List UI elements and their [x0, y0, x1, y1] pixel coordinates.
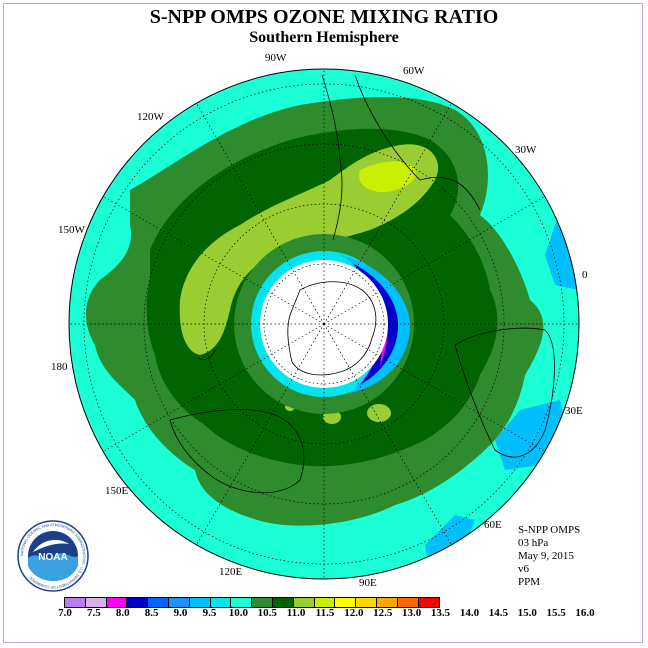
colorbar-tick-label: 14.0 — [459, 607, 480, 619]
colorbar-tick-label: 11.0 — [286, 607, 306, 619]
info-block: S-NPP OMPS 03 hPa May 9, 2015 v6 PPM — [518, 524, 580, 589]
lon-label-120w: 120W — [137, 111, 165, 123]
ozone-band-12.5-13 — [359, 161, 416, 193]
lon-label-30e: 30E — [565, 405, 583, 417]
lon-label-30w: 30W — [515, 144, 537, 156]
colorbar-swatch — [293, 598, 315, 607]
ozone-spot — [367, 404, 391, 422]
colorbar-tick-label: 9.5 — [202, 607, 217, 619]
antarctica-coastline — [287, 281, 377, 376]
colorbar-tick-label: 8.5 — [144, 607, 159, 619]
page-title: S-NPP OMPS OZONE MIXING RATIO — [149, 6, 499, 28]
info-date: May 9, 2015 — [518, 550, 574, 562]
colorbar-swatch — [106, 598, 128, 607]
colorbar-swatch — [418, 598, 440, 607]
colorbar-swatch — [252, 598, 273, 607]
colorbar-tick-label: 7.5 — [87, 607, 101, 619]
colorbar-tick-label: 15.0 — [517, 607, 537, 619]
lon-label-150w: 150W — [58, 224, 86, 236]
graticule — [69, 69, 579, 579]
colorbar-swatch — [148, 598, 169, 607]
map-disk — [69, 69, 579, 579]
colorbar-tick-label: 10.0 — [228, 607, 248, 619]
colorbar-swatch — [397, 598, 419, 607]
colorbar-swatch — [189, 598, 211, 607]
colorbar-tick-label: 9.0 — [173, 607, 188, 619]
figure-frame — [3, 3, 643, 643]
colorbar-tick-label: 8.0 — [115, 607, 130, 619]
colorbar-swatch — [231, 598, 253, 607]
colorbar-ticks: 7.0 7.5 8.0 8.5 9.0 9.5 10.0 10.5 11.0 11.5 12.0 12… — [58, 607, 595, 621]
map-border — [68, 68, 580, 580]
australia-coastline — [169, 409, 305, 494]
lon-label-60e: 60E — [484, 519, 502, 531]
longitude-labels: 90W 60W 120W 30W 150W 0 180 30E 150E 60E… — [51, 52, 588, 589]
colorbar-tick-label: 12.5 — [373, 607, 393, 619]
south-america-coastline — [354, 74, 481, 211]
lon-label-90e: 90E — [359, 577, 377, 589]
colorbar — [64, 597, 441, 608]
vortex-light-blue — [340, 255, 410, 393]
colorbar-tick-label: 15.5 — [546, 607, 566, 619]
vortex-blue — [352, 263, 398, 385]
colorbar-swatch — [168, 598, 190, 607]
info-level: 03 hPa — [518, 537, 549, 549]
info-instrument: S-NPP OMPS — [518, 524, 581, 536]
page-subtitle: Southern Hemisphere — [249, 29, 399, 46]
africa-coastline — [454, 327, 555, 458]
island-coastline — [197, 349, 216, 360]
noaa-logo-text: NOAA — [38, 552, 67, 563]
colorbar-swatch — [356, 598, 377, 607]
ozone-band-12-12.5 — [179, 144, 439, 355]
colorbar-swatch — [272, 598, 294, 607]
colorbar-swatch — [210, 598, 232, 607]
info-version: v6 — [518, 563, 529, 575]
noaa-logo: NOAA NATIONAL OCEANIC AND ATMOSPHERIC AD… — [17, 520, 89, 592]
colorbar-swatch — [127, 598, 149, 607]
colorbar-tick-label: 7.0 — [58, 607, 72, 619]
lon-label-0: 0 — [582, 269, 588, 281]
info-units: PPM — [518, 576, 541, 588]
south-america-coastline — [321, 74, 343, 241]
ozone-spot — [313, 201, 333, 217]
colorbar-tick-label: 16.0 — [575, 607, 595, 619]
colorbar-swatch — [314, 598, 336, 607]
lon-label-90w: 90W — [265, 52, 287, 64]
colorbar-swatch — [376, 598, 398, 607]
colorbar-tick-label: 13.5 — [430, 607, 451, 619]
colorbar-swatch — [85, 598, 107, 607]
lon-label-150e: 150E — [105, 485, 129, 497]
colorbar-swatch — [65, 598, 86, 607]
lon-label-180: 180 — [51, 361, 68, 373]
colorbar-swatch — [335, 598, 357, 607]
lon-label-120e: 120E — [219, 566, 243, 578]
colorbar-tick-label: 12.0 — [344, 607, 364, 619]
colorbar-tick-label: 14.5 — [488, 607, 508, 619]
colorbar-tick-label: 10.5 — [257, 607, 277, 619]
colorbar-tick-label: 11.5 — [315, 607, 335, 619]
colorbar-tick-label: 13.0 — [402, 607, 422, 619]
lon-label-60w: 60W — [403, 65, 425, 77]
